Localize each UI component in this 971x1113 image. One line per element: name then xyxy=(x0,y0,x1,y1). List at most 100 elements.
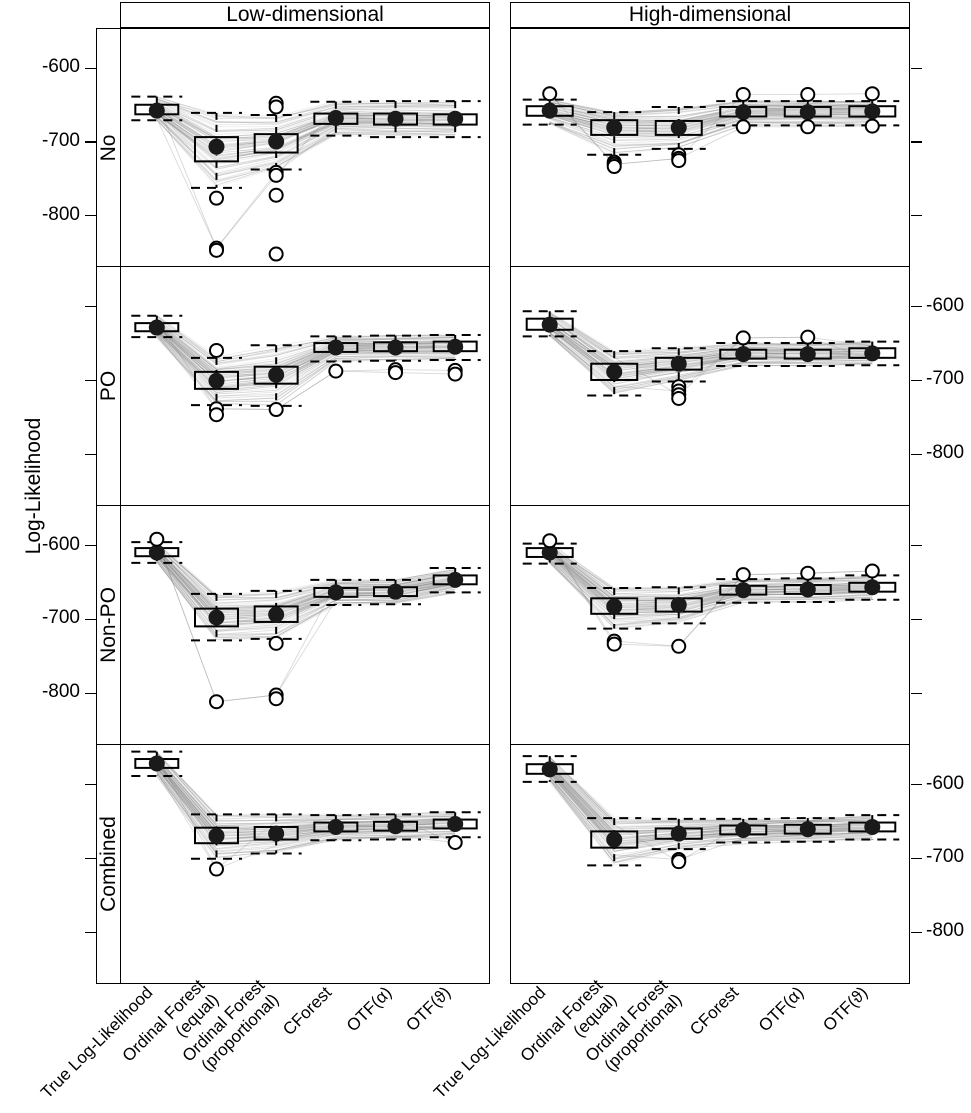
x-axis-tick-label: OTF(ϑ) xyxy=(820,983,873,1036)
strip-row-no-label: No xyxy=(97,134,120,161)
x-axis-tick-label-line1: CForest xyxy=(278,982,336,1040)
boxplot-group xyxy=(780,565,835,603)
mean-point xyxy=(799,104,816,121)
mean-point xyxy=(606,598,623,615)
boxplot-group xyxy=(131,750,183,778)
boxplot-group xyxy=(716,86,771,135)
panel-combined-low xyxy=(120,744,490,984)
boxplot-group xyxy=(845,340,900,367)
boxplot-group xyxy=(370,334,421,381)
mean-point xyxy=(670,119,687,136)
outlier-point xyxy=(735,86,751,102)
mean-point xyxy=(735,821,752,838)
boxplot-group xyxy=(651,347,706,406)
mean-point xyxy=(268,366,285,383)
mean-point xyxy=(735,582,752,599)
mean-point xyxy=(799,346,816,363)
mean-point xyxy=(148,544,165,561)
x-axis-tick-label: OTF(ϑ) xyxy=(402,983,455,1036)
boxplot-group xyxy=(716,567,771,604)
y-tick-label: -600 xyxy=(926,294,965,316)
outlier-point xyxy=(208,407,224,423)
boxplot-group xyxy=(131,531,183,564)
outlier-point xyxy=(328,363,344,379)
y-tick-mark xyxy=(911,783,922,786)
boxplot-group xyxy=(310,814,362,842)
strip-row-combined-label: Combined xyxy=(97,816,120,912)
y-tick-mark xyxy=(911,214,922,217)
boxplot-group xyxy=(131,314,183,339)
mean-point xyxy=(387,339,404,356)
boxplot-group xyxy=(310,335,362,379)
outlier-point xyxy=(671,638,687,654)
boxplot-group xyxy=(429,811,481,850)
outlier-point xyxy=(800,565,816,581)
y-tick-mark xyxy=(85,857,96,860)
y-tick-mark xyxy=(85,379,96,382)
mean-point xyxy=(670,825,687,842)
outlier-point xyxy=(800,119,816,135)
y-tick-mark xyxy=(85,783,96,786)
outlier-point xyxy=(864,86,880,102)
y-tick-mark xyxy=(911,857,922,860)
x-axis-tick-label-line1: OTF(ϑ) xyxy=(819,982,872,1035)
mean-point xyxy=(864,345,881,362)
mean-point xyxy=(864,579,881,596)
boxplot-group xyxy=(250,95,302,262)
boxplot-group xyxy=(250,344,302,418)
replication-lines xyxy=(156,96,456,249)
panel-po-high xyxy=(510,266,910,506)
mean-point xyxy=(670,355,687,372)
outlier-point xyxy=(268,635,284,651)
outlier-point xyxy=(208,342,224,358)
mean-point xyxy=(864,818,881,835)
y-tick-mark xyxy=(911,305,922,308)
panel-combined-high xyxy=(510,744,910,984)
x-axis-tick-label-line1: OTF(α) xyxy=(342,982,395,1036)
y-tick-mark xyxy=(911,67,922,70)
y-tick-label: -700 xyxy=(41,129,80,151)
outlier-point xyxy=(268,691,284,707)
strip-row-po: PO xyxy=(96,266,122,506)
y-tick-mark xyxy=(85,214,96,217)
outlier-point xyxy=(800,329,816,345)
outlier-point xyxy=(735,119,751,135)
mean-point xyxy=(268,825,285,842)
boxplot-group xyxy=(191,592,242,710)
outlier-point xyxy=(447,834,463,850)
panel-po-low xyxy=(120,266,490,506)
mean-point xyxy=(327,818,344,835)
mean-point xyxy=(864,103,881,120)
boxplot-group xyxy=(310,100,362,137)
outlier-point xyxy=(542,533,558,549)
y-tick-mark xyxy=(911,692,922,695)
panel-no-low xyxy=(120,28,490,267)
boxplot-group xyxy=(845,563,900,601)
outlier-point xyxy=(268,99,284,115)
boxplot-group xyxy=(429,100,481,139)
outlier-point xyxy=(268,246,284,262)
outlier-point xyxy=(208,694,224,710)
boxplot-canvas xyxy=(131,314,481,423)
boxplot-group xyxy=(429,333,481,382)
outlier-point xyxy=(606,636,622,652)
y-tick-mark xyxy=(911,544,922,547)
mean-point xyxy=(268,133,285,150)
boxplot-group xyxy=(845,814,900,841)
mean-point xyxy=(208,827,225,844)
y-tick-label: -600 xyxy=(926,772,965,794)
boxplot-group xyxy=(716,817,771,844)
y-tick-mark xyxy=(85,141,96,143)
mean-point xyxy=(606,119,623,136)
mean-point xyxy=(447,571,464,588)
strip-row-combined: Combined xyxy=(96,744,122,984)
y-tick-mark xyxy=(85,692,96,695)
mean-point xyxy=(670,596,687,613)
mean-point xyxy=(148,102,165,119)
strip-header-low-dimensional: Low-dimensional xyxy=(120,2,490,28)
y-tick-label: -800 xyxy=(926,920,965,942)
boxplot-canvas xyxy=(522,533,900,654)
mean-point xyxy=(148,755,165,772)
mean-point xyxy=(387,110,404,127)
outlier-point xyxy=(606,159,622,175)
